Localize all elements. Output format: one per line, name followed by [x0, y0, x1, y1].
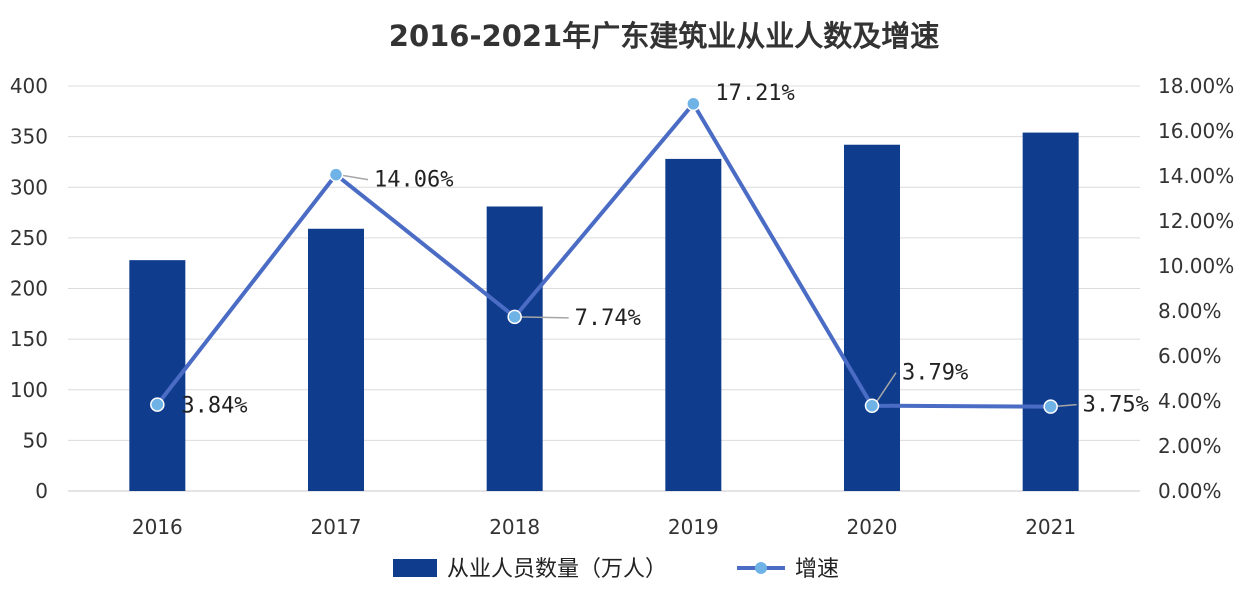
right-y-axis: 0.00% 2.00% 4.00% 6.00% 8.00% 10.00% 12.00% 14.… — [1158, 74, 1234, 503]
growth-line — [155, 101, 1051, 409]
left-tick-label: 150 — [10, 327, 48, 351]
x-axis: 2016 2017 2018 2019 2020 2021 — [132, 515, 1076, 539]
right-tick-label: 6.00% — [1158, 344, 1222, 368]
bar — [129, 260, 186, 491]
left-tick-label: 100 — [10, 378, 48, 402]
x-tick-label: 2017 — [311, 515, 362, 539]
legend-bar-swatch — [393, 559, 437, 577]
x-tick-label: 2021 — [1025, 515, 1076, 539]
left-tick-label: 300 — [10, 175, 48, 199]
data-label: 3.79% — [902, 361, 968, 386]
data-label: 17.21% — [715, 81, 794, 106]
right-tick-label: 10.00% — [1158, 254, 1234, 278]
data-label: 3.84% — [181, 394, 247, 419]
line-marker — [686, 96, 701, 112]
line-markers — [150, 96, 1058, 414]
bar — [308, 228, 364, 491]
right-tick-label: 16.00% — [1158, 119, 1234, 143]
legend-bar-label: 从业人员数量（万人） — [447, 557, 667, 582]
x-tick-label: 2018 — [489, 515, 540, 539]
x-tick-label: 2020 — [847, 515, 898, 539]
x-tick-label: 2019 — [668, 515, 719, 539]
data-label: 14.06% — [374, 168, 453, 193]
gridlines — [68, 85, 1140, 492]
bar — [665, 158, 722, 491]
line-marker — [328, 167, 344, 182]
bar — [486, 206, 543, 492]
right-tick-label: 14.00% — [1158, 164, 1234, 188]
data-label: 3.75% — [1083, 393, 1149, 418]
bar — [1022, 132, 1079, 491]
data-labels: 3.84% 14.06% 7.74% 17.21% 3.79% 3.75% — [181, 81, 1149, 419]
left-tick-label: 0 — [35, 479, 48, 503]
right-tick-label: 12.00% — [1158, 209, 1234, 233]
right-tick-label: 4.00% — [1158, 389, 1222, 413]
legend: 从业人员数量（万人） 增速 — [393, 557, 839, 582]
left-tick-label: 200 — [10, 277, 48, 301]
data-label-leader — [516, 316, 569, 319]
legend-line-marker — [755, 562, 767, 574]
line-series — [155, 101, 1051, 409]
left-tick-label: 400 — [10, 74, 48, 98]
line-marker — [1043, 399, 1058, 414]
left-tick-label: 50 — [23, 428, 48, 452]
data-label-leader — [873, 372, 897, 407]
right-tick-label: 8.00% — [1158, 299, 1222, 323]
left-tick-label: 350 — [10, 125, 48, 149]
right-tick-label: 0.00% — [1158, 479, 1222, 503]
right-tick-label: 2.00% — [1158, 434, 1222, 458]
data-label: 7.74% — [575, 306, 641, 331]
bar — [844, 144, 900, 491]
right-tick-label: 18.00% — [1158, 74, 1234, 98]
line-marker — [864, 398, 880, 413]
left-y-axis: 0 50 100 150 200 250 300 350 400 — [10, 74, 48, 503]
left-tick-label: 250 — [10, 226, 48, 250]
line-marker — [507, 309, 522, 325]
legend-line-label: 增速 — [795, 557, 839, 582]
line-marker — [150, 397, 165, 412]
bar-series — [129, 132, 1079, 492]
x-tick-label: 2016 — [132, 515, 183, 539]
chart-title: 2016-2021年广东建筑业从业人数及增速 — [389, 19, 939, 53]
